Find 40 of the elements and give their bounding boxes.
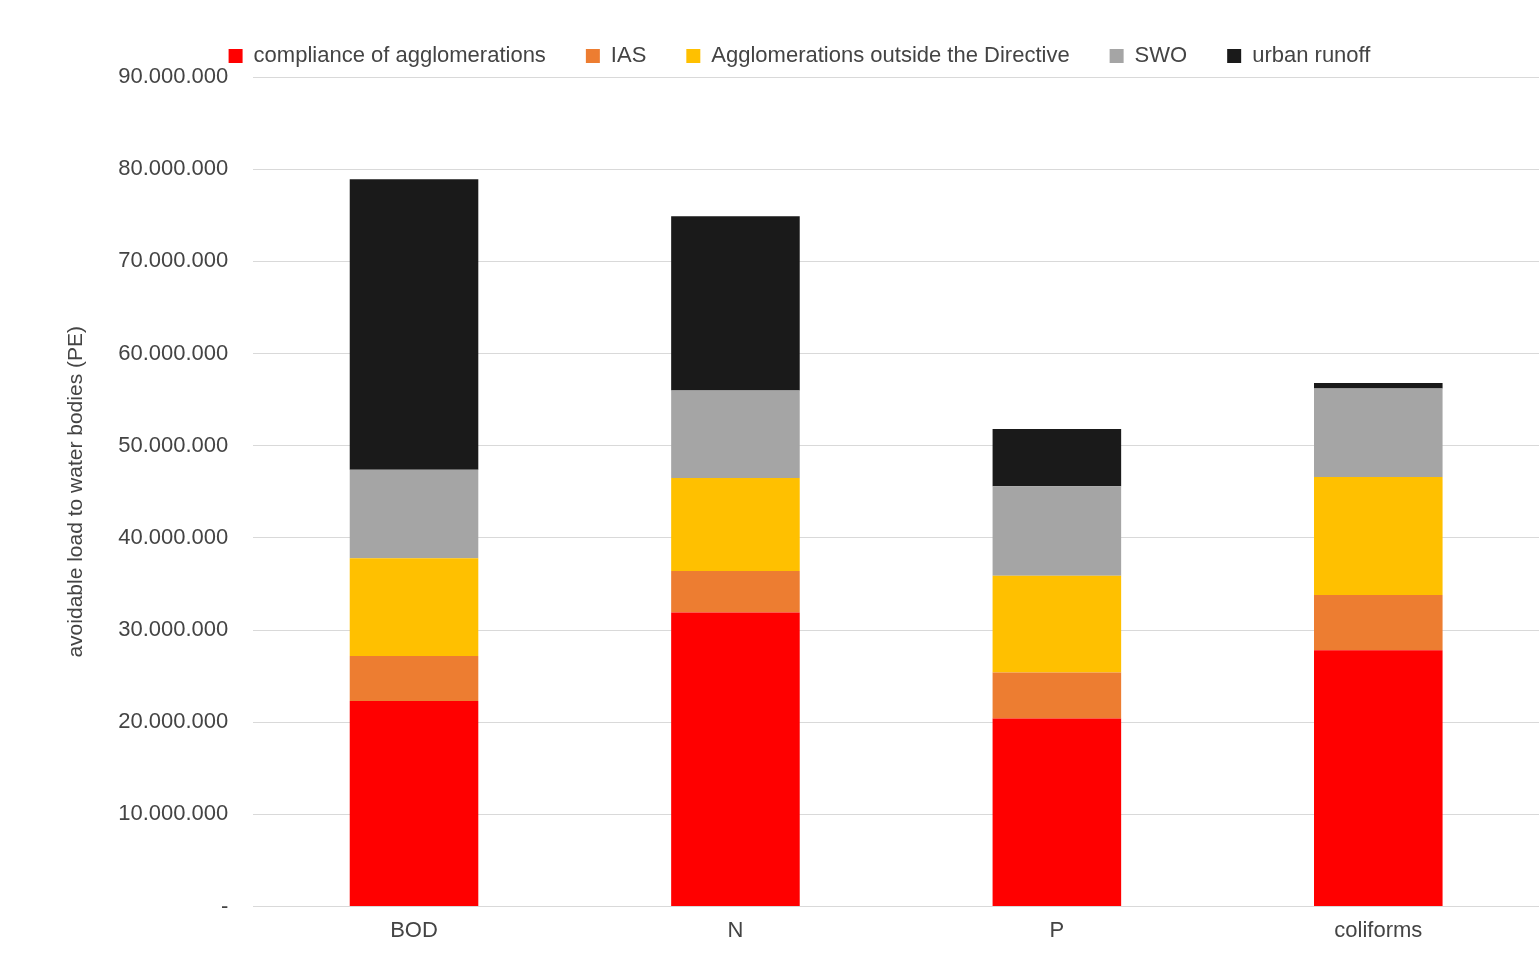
bar: [1314, 595, 1443, 651]
bar: [349, 469, 479, 559]
y-tick-label: 80.000.000: [118, 155, 229, 181]
legend-label: urban runoff: [1252, 42, 1372, 68]
bar: [671, 216, 800, 391]
bar: [349, 701, 479, 907]
y-tick-label: 30.000.000: [118, 616, 229, 642]
legend-label: Agglomerations outside the Directive: [711, 42, 1070, 68]
legend-label: SWO: [1134, 42, 1188, 68]
y-tick-label: 70.000.000: [118, 247, 229, 273]
bar: [992, 718, 1122, 907]
bar: [671, 612, 800, 907]
bar: [671, 571, 800, 613]
x-tick-label: BOD: [390, 916, 438, 942]
bar: [992, 429, 1122, 487]
y-tick-label: 60.000.000: [118, 339, 229, 365]
y-axis-title: avoidable load to water bodies (PE): [63, 326, 87, 658]
y-tick-label: -: [220, 892, 229, 918]
x-tick-label: N: [727, 916, 744, 942]
bar: [992, 575, 1122, 673]
bar: [992, 486, 1122, 576]
bar: [349, 558, 479, 656]
x-tick-label: P: [1049, 916, 1065, 942]
legend-label: compliance of agglomerations: [253, 42, 546, 68]
y-tick-label: 10.000.000: [118, 800, 229, 826]
bar: [992, 672, 1122, 719]
bar: [1314, 477, 1443, 596]
bar: [671, 477, 800, 572]
bar: [671, 390, 800, 478]
y-tick-label: 50.000.000: [118, 431, 229, 457]
bar: [349, 655, 479, 702]
y-tick-label: 90.000.000: [118, 63, 229, 89]
y-tick-label: 40.000.000: [118, 523, 229, 549]
bar: [349, 179, 479, 470]
x-tick-label: coliforms: [1334, 916, 1423, 942]
bar: [1314, 650, 1443, 907]
bar: [1314, 388, 1443, 478]
y-tick-label: 20.000.000: [118, 708, 229, 734]
legend-label: IAS: [610, 42, 647, 68]
bar: [1314, 383, 1443, 389]
